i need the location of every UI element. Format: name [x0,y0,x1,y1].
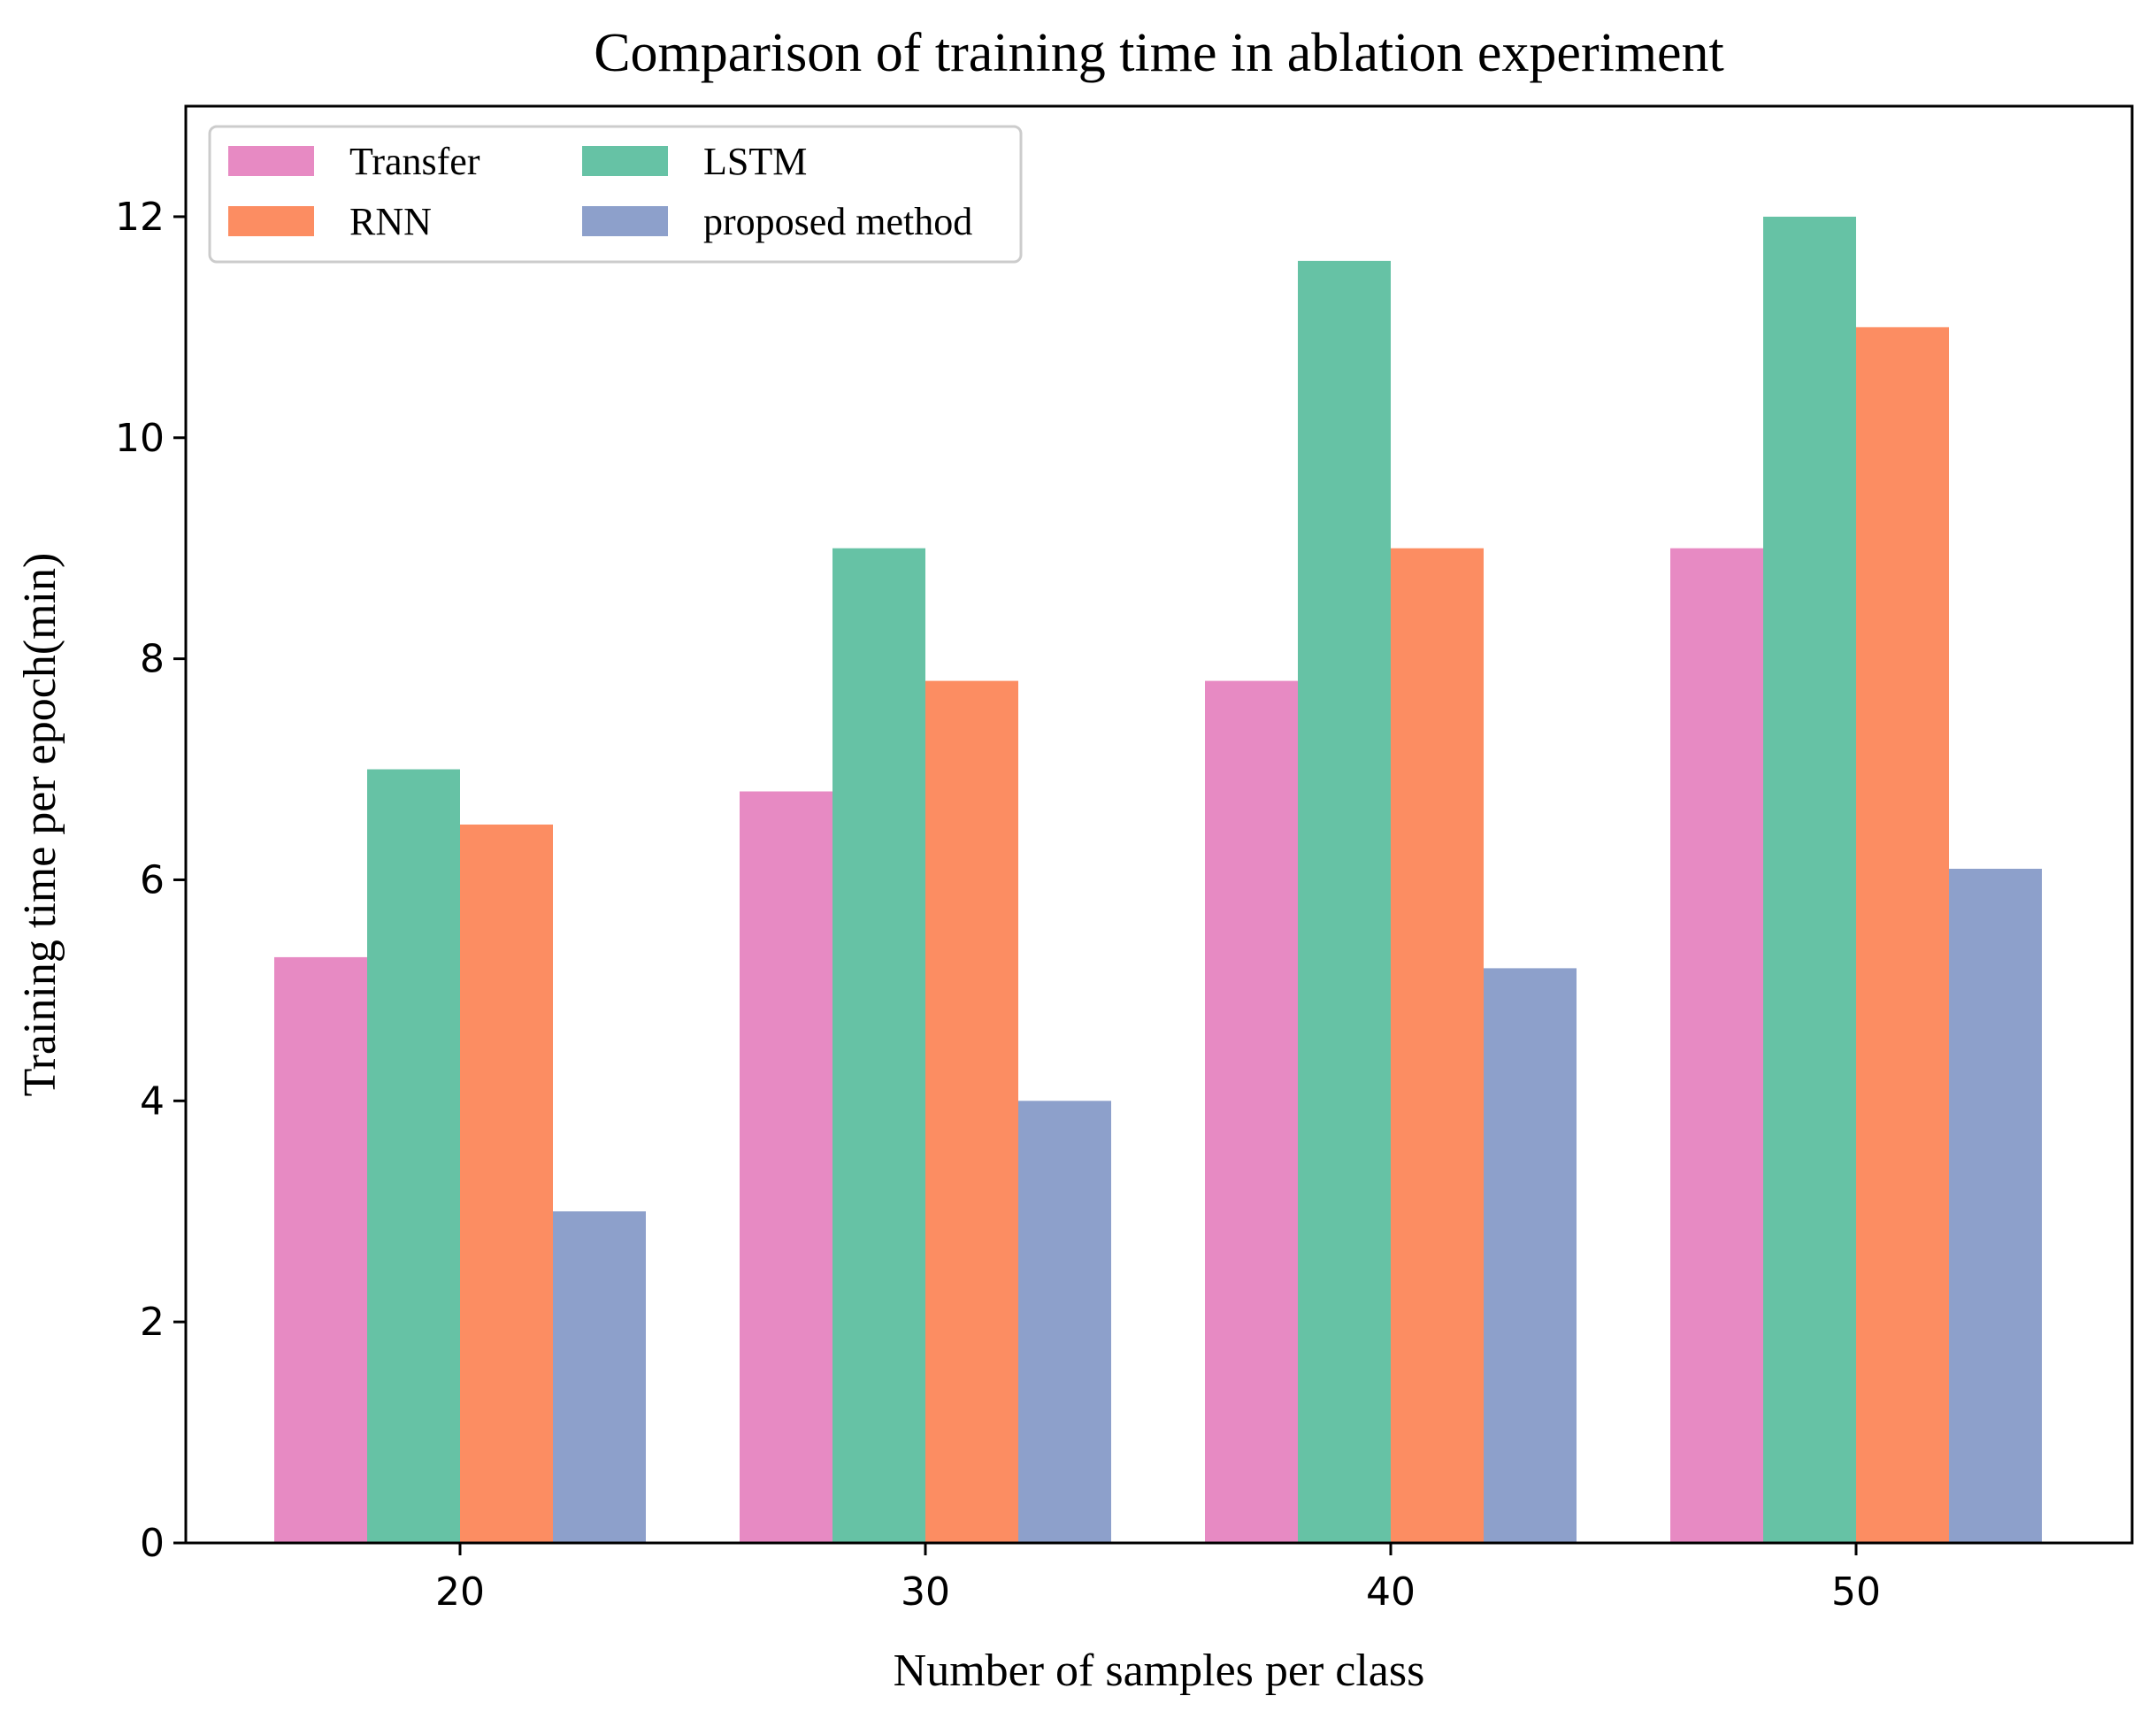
bar-transfer-40 [1205,680,1298,1543]
y-axis-label: Training time per epoch(min) [15,553,65,1097]
x-tick-label: 40 [1366,1569,1416,1615]
bar-lstm-50 [1763,216,1856,1543]
bar-proposed-method-50 [1949,868,2042,1543]
legend-label: RNN [349,200,432,243]
x-tick-label: 50 [1831,1569,1881,1615]
y-tick-label: 6 [140,857,165,902]
legend-swatch-transfer [228,146,314,176]
legend-swatch-lstm [582,146,668,176]
y-axis-ticks: 0 2 4 6 8 10 12 [115,195,186,1566]
x-tick-label: 30 [901,1569,950,1615]
y-tick-label: 2 [140,1300,165,1345]
plot-frame [184,104,2134,1545]
bar-transfer-30 [740,791,832,1543]
y-tick-label: 0 [140,1521,165,1566]
y-tick-label: 10 [115,416,165,461]
bars-group [274,216,2042,1543]
bar-rnn-40 [1391,548,1484,1543]
x-tick-label: 20 [435,1569,485,1615]
bar-proposed-method-20 [553,1211,646,1543]
chart-title: Comparison of training time in ablation … [594,23,1724,83]
bar-transfer-50 [1670,548,1763,1543]
bar-proposed-method-30 [1018,1101,1111,1543]
bar-lstm-30 [832,548,925,1543]
legend: Transfer LSTM RNN proposed method [208,125,1023,264]
legend-box [208,125,1023,264]
bar-lstm-40 [1298,260,1391,1543]
bar-transfer-20 [274,956,367,1543]
x-axis-label: Number of samples per class [894,1646,1425,1696]
legend-label: proposed method [703,200,972,243]
legend-label: Transfer [349,140,480,183]
bar-rnn-50 [1856,326,1949,1543]
bar-rnn-30 [925,680,1018,1543]
y-tick-label: 12 [115,195,165,240]
y-tick-label: 4 [140,1078,165,1124]
legend-swatch-rnn [228,206,314,236]
x-axis-ticks: 20 30 40 50 [435,1543,1881,1615]
bar-lstm-20 [367,769,460,1543]
y-tick-label: 8 [140,637,165,682]
bar-rnn-20 [460,825,553,1543]
legend-label: LSTM [703,140,807,183]
legend-swatch-proposed-method [582,206,668,236]
bar-proposed-method-40 [1484,968,1577,1543]
